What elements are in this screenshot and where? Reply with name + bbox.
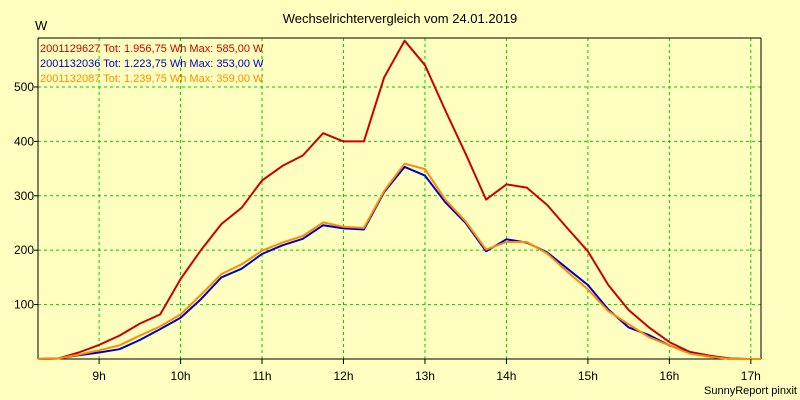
series-line-2001129627 xyxy=(37,39,761,360)
legend-entry-2001132087: 2001132087 Tot: 1.239,75 Wh Max: 359,00 … xyxy=(40,73,264,85)
x-tick-label: 11h xyxy=(252,369,271,383)
legend-entry-2001132036: 2001132036 Tot: 1.223,75 Wh Max: 353,00 … xyxy=(40,58,264,70)
x-tick-label: 17h xyxy=(741,369,761,383)
series-line-2001132087 xyxy=(37,162,761,360)
y-tick-label: 100 xyxy=(14,298,34,312)
axis-ticks: 9h 10h 11h 12h 13h 14h 15h 16h 17h 100 200 300 400 50… xyxy=(14,80,761,383)
x-tick-label: 15h xyxy=(578,369,598,383)
grid-lines xyxy=(38,38,761,359)
x-tick-label: 12h xyxy=(333,369,353,383)
x-tick-label: 9h xyxy=(92,369,105,383)
x-tick-label: 10h xyxy=(171,369,191,383)
legend-entry-2001129627: 2001129627 Tot: 1.956,75 Wh Max: 585,00 … xyxy=(40,43,264,55)
chart-title: Wechselrichtervergleich vom 24.01.2019 xyxy=(283,11,518,26)
y-tick-label: 200 xyxy=(14,243,34,257)
x-tick-label: 13h xyxy=(415,369,435,383)
y-tick-label: 300 xyxy=(14,189,34,203)
y-tick-label: 500 xyxy=(14,80,34,94)
series-lines xyxy=(37,39,761,360)
credit-label: SunnyReport pinxit xyxy=(704,385,797,397)
y-unit-label: W xyxy=(35,18,48,33)
legend: 2001129627 Tot: 1.956,75 Wh Max: 585,00 … xyxy=(40,43,264,85)
plot-area xyxy=(38,38,761,359)
x-tick-label: 16h xyxy=(659,369,679,383)
series-line-2001132036 xyxy=(37,165,761,360)
y-tick-label: 400 xyxy=(14,134,34,148)
x-tick-label: 14h xyxy=(496,369,516,383)
